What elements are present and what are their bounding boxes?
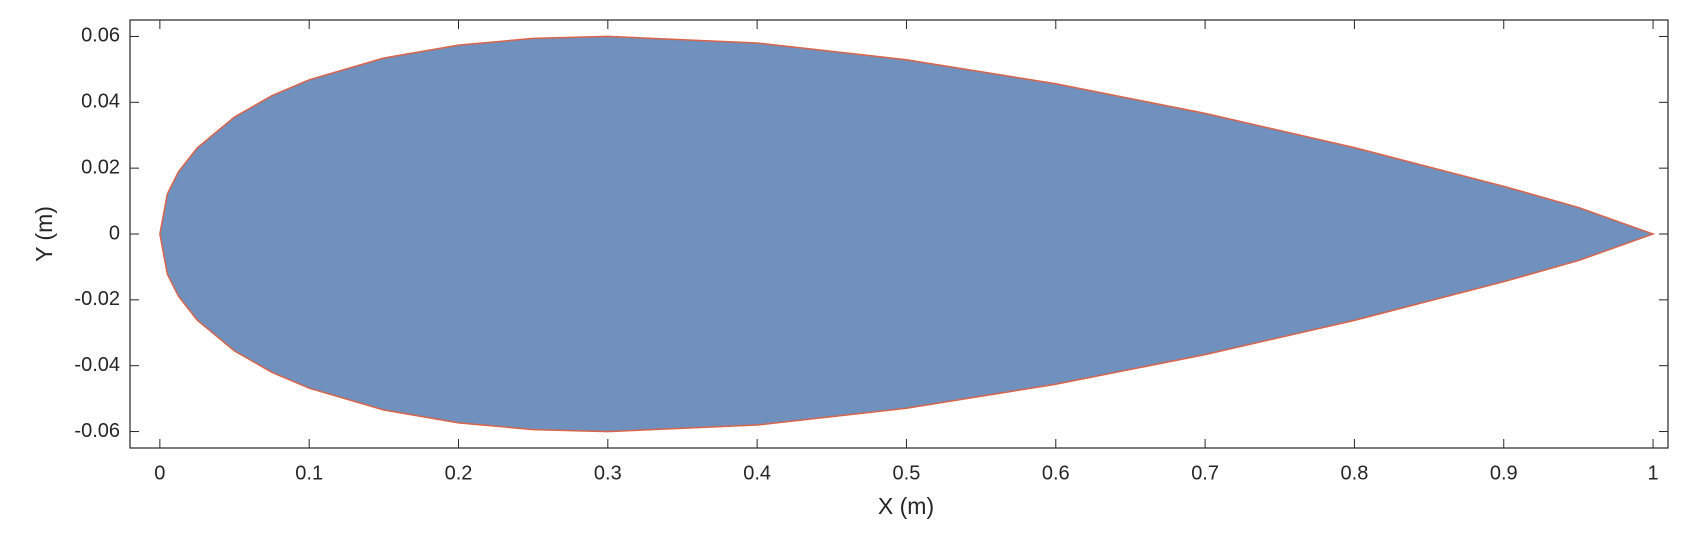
x-tick-label: 0.7 — [1191, 462, 1219, 484]
x-tick-label: 1 — [1648, 462, 1659, 484]
y-tick-label: 0.04 — [81, 91, 120, 113]
x-axis-title: X (m) — [878, 493, 934, 519]
y-tick-label: -0.02 — [74, 288, 120, 310]
x-tick-label: 0.3 — [594, 462, 622, 484]
x-tick-label: 0.8 — [1341, 462, 1369, 484]
x-tick-label: 0.5 — [893, 462, 921, 484]
airfoil-area — [159, 35, 1656, 433]
y-tick-label: -0.06 — [74, 420, 120, 442]
y-tick-label: 0 — [109, 222, 120, 244]
x-tick-label: 0.1 — [295, 462, 323, 484]
x-tick-label: 0.4 — [743, 462, 771, 484]
y-tick-label: 0.02 — [81, 156, 120, 178]
y-tick-label: -0.04 — [74, 354, 120, 376]
y-axis-title: Y (m) — [31, 206, 57, 262]
x-tick-label: 0.6 — [1042, 462, 1070, 484]
x-tick-label: 0.2 — [445, 462, 473, 484]
y-tick-label: 0.06 — [81, 25, 120, 47]
x-tick-label: 0.9 — [1490, 462, 1518, 484]
x-tick-label: 0 — [154, 462, 165, 484]
